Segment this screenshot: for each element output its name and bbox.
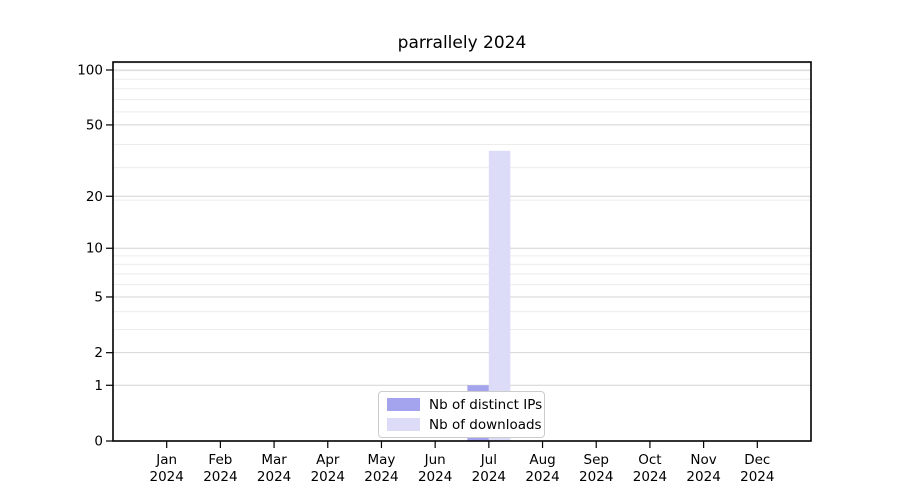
x-tick-label-month: Jun (424, 452, 446, 468)
bar-downloads-jul-2024 (488, 150, 511, 441)
axes-box (112, 61, 812, 442)
x-tick-label-year: 2024 (579, 469, 613, 485)
x-tick-label-month: Oct (638, 452, 661, 468)
x-tick-label-year: 2024 (472, 469, 506, 485)
x-tick-label-month: Jan (155, 452, 177, 468)
legend-label-downloads: Nb of downloads (429, 416, 542, 433)
x-tick-label-month: May (368, 452, 396, 468)
x-tick-label-year: 2024 (686, 469, 720, 485)
y-tick-label: 0 (94, 434, 103, 450)
chart-title: parrallely 2024 (397, 33, 527, 53)
x-tick-label-year: 2024 (364, 469, 398, 485)
x-tick-label-year: 2024 (150, 469, 184, 485)
x-tick-label-month: Nov (690, 452, 716, 468)
x-tick-label-year: 2024 (525, 469, 559, 485)
x-tick-label-month: Feb (208, 452, 232, 468)
legend-item-downloads: Nb of downloads (387, 417, 542, 433)
legend: Nb of distinct IPs Nb of downloads (378, 391, 545, 438)
x-tick-label-month: Aug (529, 452, 555, 468)
x-tick-label-year: 2024 (740, 469, 774, 485)
y-tick-label: 20 (86, 189, 103, 205)
x-tick-label-year: 2024 (203, 469, 237, 485)
x-tick-label-year: 2024 (633, 469, 667, 485)
legend-swatch-downloads (387, 418, 420, 431)
legend-item-distinct-ips: Nb of distinct IPs (387, 397, 542, 413)
x-tick-label-month: Sep (584, 452, 609, 468)
x-tick-label-year: 2024 (257, 469, 291, 485)
legend-swatch-distinct-ips (387, 398, 420, 411)
y-tick-label: 10 (86, 241, 103, 257)
y-tick-label: 5 (94, 289, 103, 305)
x-tick-label-month: Dec (744, 452, 770, 468)
x-tick-label-month: Jul (480, 452, 497, 468)
y-tick-label: 1 (94, 378, 103, 394)
y-tick-label: 50 (86, 117, 103, 133)
x-tick-label-month: Apr (316, 452, 340, 468)
y-tick-label: 2 (94, 345, 103, 361)
x-tick-label-year: 2024 (311, 469, 345, 485)
legend-label-distinct-ips: Nb of distinct IPs (429, 396, 543, 413)
x-tick-label-year: 2024 (418, 469, 452, 485)
x-tick-label-month: Mar (261, 452, 287, 468)
y-tick-label: 100 (77, 63, 103, 79)
